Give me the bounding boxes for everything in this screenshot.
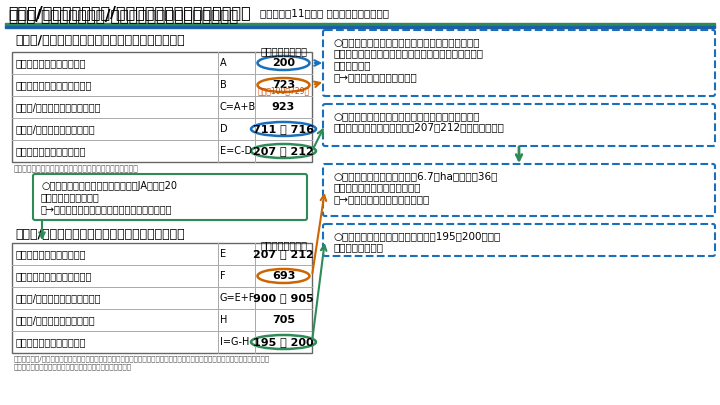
Text: 令和２/３年主食用米等需要量: 令和２/３年主食用米等需要量 xyxy=(16,124,96,134)
Text: 705: 705 xyxy=(272,315,295,325)
Text: 令和２/３年主食用米等供給量計: 令和２/３年主食用米等供給量計 xyxy=(16,102,102,112)
Text: 711 ～ 716: 711 ～ 716 xyxy=(253,124,314,134)
Text: 令和３/４年主食用米等供給量計: 令和３/４年主食用米等供給量計 xyxy=(16,293,102,303)
Text: （令和２年11月公表 基本指針）と対応方向: （令和２年11月公表 基本指針）と対応方向 xyxy=(260,8,389,18)
Bar xyxy=(12,243,312,353)
Text: 200: 200 xyxy=(272,58,295,68)
Text: 令和２/３年の主食用米等の需給見通し（速報値）: 令和２/３年の主食用米等の需給見通し（速報値） xyxy=(15,34,184,47)
Text: 令和２/３年及び令和３/４年の主食用米等の需給見通し: 令和２/３年及び令和３/４年の主食用米等の需給見通し xyxy=(8,8,238,23)
Text: 195 ～ 200: 195 ～ 200 xyxy=(253,337,314,347)
Text: ○　令和３年産の作付面積を6.7万ha（生産量36万
　　㌧に相当）転換する必要。
　→　水田活用関連予算を拡充。: ○ 令和３年産の作付面積を6.7万ha（生産量36万 ㌧に相当）転換する必要。 … xyxy=(333,171,498,204)
Text: 923: 923 xyxy=(272,102,295,112)
Text: （単位：万トン）: （単位：万トン） xyxy=(261,46,308,56)
Bar xyxy=(5,23,715,26)
Text: 注：ラウンドの関係でまとめ内訳が一致しない場合がある。: 注：ラウンドの関係でまとめ内訳が一致しない場合がある。 xyxy=(14,164,139,173)
Text: D: D xyxy=(220,124,228,134)
Text: 注２：ラウンドの関係で計と内訳が一致しない場合がある。: 注２：ラウンドの関係で計と内訳が一致しない場合がある。 xyxy=(14,363,132,370)
Text: 令和２/３年及び令和３/４年の主食用米等の需給見通し: 令和２/３年及び令和３/４年の主食用米等の需給見通し xyxy=(8,5,251,20)
Text: A: A xyxy=(220,58,227,68)
Text: 注１：令和２/３年主食用米等需要量は、新型コロナウイルス感染症の状況や相場動向等によって、今後、変動する可能性がある。: 注１：令和２/３年主食用米等需要量は、新型コロナウイルス感染症の状況や相場動向等… xyxy=(14,355,270,362)
Text: ○　新型コロナウイルス感染症の影響等による需要
　　減少（推計）：約９万㌧（令和２年３月～令和３
　　年６月）
　→　販売促進対策を実施。: ○ 新型コロナウイルス感染症の影響等による需要 減少（推計）：約９万㌧（令和２年… xyxy=(333,37,483,82)
Text: 令和３年産主食用米等生産量: 令和３年産主食用米等生産量 xyxy=(16,271,92,281)
Text: E=C-D: E=C-D xyxy=(220,146,252,156)
Text: 723: 723 xyxy=(272,80,295,90)
Text: I=G-H: I=G-H xyxy=(220,337,249,347)
Text: C=A+B: C=A+B xyxy=(220,102,256,112)
Text: 900 ～ 905: 900 ～ 905 xyxy=(253,293,314,303)
Text: 令和２年産主食用米等生産量: 令和２年産主食用米等生産量 xyxy=(16,80,92,90)
Text: 令和３/４年の主食用米等の需給見通し（速報値）: 令和３/４年の主食用米等の需給見通し（速報値） xyxy=(15,228,184,241)
Text: 令和３/４年主食用米等需要量: 令和３/４年主食用米等需要量 xyxy=(16,315,96,325)
Text: E: E xyxy=(220,249,226,259)
Text: 令和２年６月末民間在庫量: 令和２年６月末民間在庫量 xyxy=(16,58,86,68)
Text: 令和３年６月末民間在庫量: 令和３年６月末民間在庫量 xyxy=(16,249,86,259)
Text: ○　令和２年産の調整保管を実施（JA系統：20
　　万㌧実施予定）。
　→　米穀周年供給・需要拡大支援事業を拡充。: ○ 令和２年産の調整保管を実施（JA系統：20 万㌧実施予定）。 → 米穀周年供… xyxy=(41,181,177,214)
Text: 207 ～ 212: 207 ～ 212 xyxy=(253,146,314,156)
Bar xyxy=(5,26,715,28)
Text: 207 ～ 212: 207 ～ 212 xyxy=(253,249,314,259)
Text: 令和３年６月末民間在庫量: 令和３年６月末民間在庫量 xyxy=(16,146,86,156)
Bar xyxy=(12,52,312,162)
Text: （単位：万トン）: （単位：万トン） xyxy=(261,240,308,250)
Text: ○　令和４年６月末民間在庫量は、195～200万㌧の
　　水準に回復。: ○ 令和４年６月末民間在庫量は、195～200万㌧の 水準に回復。 xyxy=(333,231,500,253)
Text: F: F xyxy=(220,271,225,281)
Text: 693: 693 xyxy=(272,271,295,281)
Text: G=E+F: G=E+F xyxy=(220,293,256,303)
Text: ○　需要の減少と需要を超えた生産の結果、令和３
　　年６月末民間在庫量は、207～212万㌧まで増加。: ○ 需要の減少と需要を超えた生産の結果、令和３ 年６月末民間在庫量は、207～2… xyxy=(333,111,504,132)
Text: H: H xyxy=(220,315,228,325)
Text: B: B xyxy=(220,80,227,90)
Text: （作況100：729）: （作況100：729） xyxy=(258,87,310,96)
Text: 令和４年６月末民間在庫量: 令和４年６月末民間在庫量 xyxy=(16,337,86,347)
